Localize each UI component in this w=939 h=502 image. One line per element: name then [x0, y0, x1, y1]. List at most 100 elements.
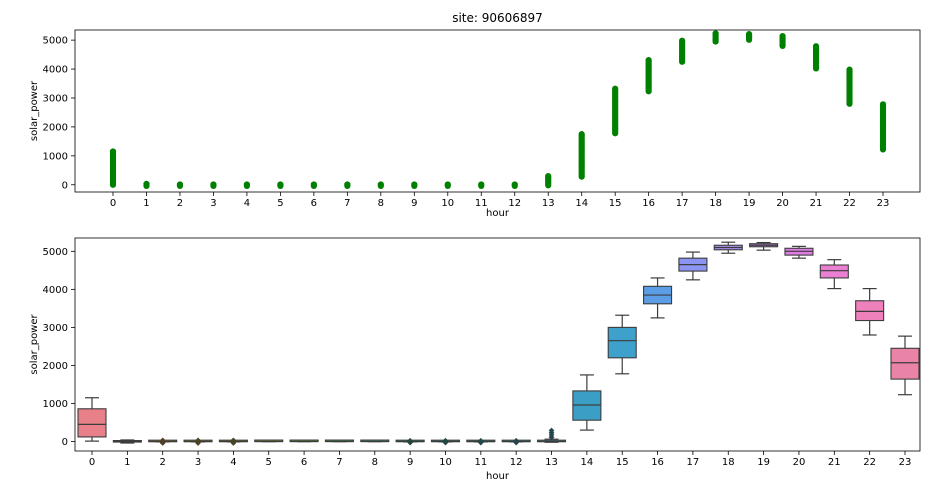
scatter-ytick-label: 0 [62, 180, 68, 191]
scatter-point [176, 181, 184, 188]
box-xtick-label: 19 [757, 457, 770, 468]
box-xtick-label: 14 [581, 457, 594, 468]
scatter-point [377, 181, 384, 188]
scatter-xtick-label: 21 [810, 198, 823, 209]
box-xtick-label: 18 [722, 457, 735, 468]
box-xtick-label: 15 [616, 457, 629, 468]
box-flier [548, 427, 555, 434]
scatter-xtick-label: 23 [877, 198, 890, 209]
scatter-ytick-label: 2000 [43, 122, 68, 133]
scatter-point [745, 30, 753, 38]
box-xtick-label: 23 [899, 457, 912, 468]
scatter-point [277, 181, 284, 188]
scatter-point [243, 181, 251, 188]
scatter-point [812, 43, 820, 50]
scatter-point [612, 85, 619, 92]
box-xtick-label: 13 [545, 457, 558, 468]
scatter-point [478, 181, 485, 188]
box-xtick-label: 4 [230, 457, 236, 468]
box-ytick-label: 3000 [43, 323, 68, 334]
box-flier [407, 437, 414, 444]
scatter-xtick-label: 22 [843, 198, 856, 209]
box-ytick-label: 1000 [43, 399, 68, 410]
box-xtick-label: 11 [474, 457, 487, 468]
scatter-point [578, 131, 585, 138]
scatter-ytick-label: 1000 [43, 151, 68, 162]
scatter-xtick-label: 15 [609, 198, 622, 209]
scatter-point [411, 181, 418, 188]
scatter-point [846, 66, 853, 73]
box-ytick-label: 4000 [43, 285, 68, 296]
box-xtick-label: 0 [89, 457, 95, 468]
scatter-point [511, 181, 518, 188]
scatter-point [645, 56, 652, 64]
scatter-ylabel: solar_power [29, 80, 40, 141]
box-xtick-label: 1 [124, 457, 130, 468]
scatter-xtick-label: 0 [110, 198, 116, 209]
box-xtick-label: 9 [407, 457, 413, 468]
box-xtick-label: 16 [651, 457, 664, 468]
scatter-xtick-label: 5 [277, 198, 283, 209]
scatter-xtick-label: 13 [542, 198, 555, 209]
scatter-xtick-label: 4 [244, 198, 250, 209]
box-ylabel: solar_power [29, 313, 40, 374]
box-body [890, 347, 920, 380]
scatter-point [444, 181, 451, 188]
scatter-xtick-label: 2 [177, 198, 183, 209]
scatter-xtick-label: 7 [344, 198, 350, 209]
box-xtick-label: 21 [828, 457, 841, 468]
box-ytick-label: 2000 [43, 361, 68, 372]
scatter-ytick-label: 3000 [43, 93, 68, 104]
scatter-point [712, 30, 719, 37]
box-xtick-label: 5 [266, 457, 272, 468]
scatter-point [779, 32, 786, 40]
box-xtick-label: 7 [336, 457, 342, 468]
box-ytick-label: 5000 [43, 247, 68, 258]
box-body [855, 300, 885, 322]
scatter-frame [74, 29, 921, 193]
scatter-xtick-label: 11 [475, 198, 488, 209]
box-flier [159, 437, 166, 444]
scatter-point [545, 172, 552, 180]
box-xtick-label: 2 [160, 457, 166, 468]
box-flier [477, 437, 484, 444]
box-xtick-label: 10 [439, 457, 452, 468]
box-flier [230, 437, 237, 444]
scatter-xtick-label: 10 [441, 198, 454, 209]
box-flier [513, 437, 520, 444]
scatter-xtick-label: 14 [575, 198, 588, 209]
box-body [607, 326, 637, 359]
scatter-xtick-label: 16 [642, 198, 655, 209]
scatter-point [879, 101, 887, 108]
box-flier [195, 437, 201, 444]
scatter-xtick-label: 1 [143, 198, 149, 209]
scatter-ytick-label: 4000 [43, 65, 68, 76]
scatter-xtick-label: 9 [411, 198, 417, 209]
scatter-xtick-label: 18 [709, 198, 722, 209]
scatter-point [109, 148, 117, 155]
scatter-point [310, 181, 317, 188]
box-xtick-label: 20 [793, 457, 806, 468]
scatter-xtick-label: 12 [508, 198, 521, 209]
box-xtick-label: 17 [687, 457, 700, 468]
scatter-xlabel: hour [486, 208, 510, 219]
scatter-title: site: 90606897 [452, 11, 543, 25]
box-ytick-label: 0 [62, 437, 68, 448]
box-xlabel: hour [486, 471, 510, 482]
box-xtick-label: 6 [301, 457, 307, 468]
scatter-point [210, 181, 217, 188]
scatter-ytick-label: 5000 [43, 36, 68, 47]
box-body [77, 408, 107, 438]
box-xtick-label: 12 [510, 457, 523, 468]
scatter-xtick-label: 19 [743, 198, 756, 209]
scatter-point [143, 180, 150, 187]
box-flier [442, 437, 449, 444]
scatter-point [344, 181, 351, 188]
box-xtick-label: 22 [863, 457, 876, 468]
box-xtick-label: 3 [195, 457, 201, 468]
scatter-xtick-label: 3 [210, 198, 216, 209]
scatter-xtick-label: 17 [676, 198, 689, 209]
